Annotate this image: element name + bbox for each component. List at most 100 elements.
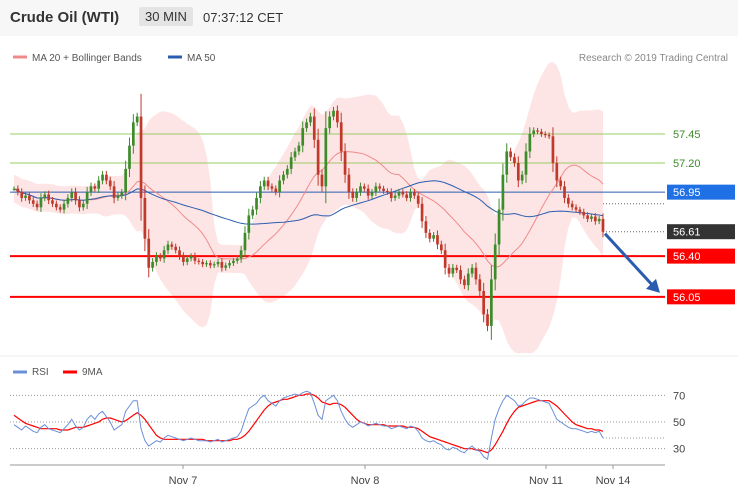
ma50-legend-label: MA 50	[187, 53, 216, 64]
candle-body	[178, 250, 181, 257]
candle-body	[255, 197, 258, 210]
candle-body	[228, 263, 231, 266]
candle-body	[516, 163, 520, 181]
candle-body	[251, 209, 255, 216]
candle-body	[551, 136, 555, 164]
rsi-legend-label: RSI	[32, 367, 49, 378]
candle-body	[466, 273, 470, 286]
candle-body	[43, 194, 47, 198]
candle-body	[97, 180, 101, 189]
instrument-title: Crude Oil (WTI)	[10, 9, 120, 26]
candle-body	[116, 195, 120, 198]
candle-body	[586, 215, 589, 219]
candle-body	[439, 244, 443, 251]
candle-body	[543, 133, 547, 136]
candle-body	[312, 116, 316, 140]
candle-body	[20, 192, 24, 198]
candle-body	[574, 207, 578, 210]
price-tag-56.95	[667, 184, 735, 200]
candle-body	[155, 256, 158, 262]
candle-body	[424, 221, 428, 233]
candle-body	[370, 192, 374, 196]
candle-body	[320, 174, 324, 187]
candle-body	[135, 116, 139, 123]
candle-body	[182, 256, 185, 262]
candle-body	[66, 197, 70, 204]
candle-body	[555, 163, 559, 181]
interval-selector[interactable]: 30 MIN	[139, 7, 193, 26]
candle-body	[401, 192, 405, 195]
candle-body	[151, 261, 154, 268]
candle-body	[432, 235, 435, 239]
candle-body	[131, 122, 135, 146]
candle-body	[174, 246, 178, 251]
candle-body	[328, 116, 332, 129]
candle-body	[501, 174, 505, 210]
candle-body	[428, 232, 432, 239]
candle-body	[108, 180, 112, 187]
candle-body	[51, 200, 54, 204]
candle-body	[582, 211, 586, 216]
candle-body	[170, 244, 174, 247]
candle-body	[197, 260, 201, 262]
candle-body	[532, 130, 536, 134]
candle-body	[455, 267, 459, 271]
candle-body	[85, 192, 89, 204]
candle-body	[220, 261, 224, 268]
candle-body	[270, 186, 274, 189]
candle-body	[143, 197, 147, 239]
candle-body	[563, 186, 566, 198]
ma20-legend-label: MA 20 + Bollinger Bands	[32, 53, 142, 64]
candle-body	[451, 267, 455, 274]
candle-body	[393, 195, 397, 198]
candle-body	[147, 238, 151, 268]
rsi-ma-line	[13, 393, 604, 454]
candle-body	[547, 135, 551, 137]
candle-body	[39, 197, 43, 208]
price-label-57.20: 57.20	[673, 158, 701, 170]
candle-body	[351, 192, 355, 198]
rsi-line	[13, 390, 604, 461]
candle-body	[324, 128, 328, 187]
candle-body	[289, 157, 293, 169]
candle-body	[597, 218, 601, 222]
candle-body	[459, 270, 462, 280]
candle-body	[301, 128, 305, 146]
candle-body	[124, 168, 127, 193]
candle-body	[105, 174, 108, 181]
copyright-notice: Research © 2019 Trading Central	[579, 53, 728, 64]
candle-body	[443, 250, 447, 268]
candle-body	[58, 207, 62, 210]
candle-body	[420, 203, 424, 222]
candle-body	[559, 180, 563, 187]
candle-body	[397, 192, 401, 196]
candle-body	[578, 209, 582, 212]
candle-body	[490, 279, 493, 326]
candle-body	[12, 188, 16, 190]
candle-body	[486, 314, 489, 326]
price-label-56.95: 56.95	[673, 187, 701, 199]
candle-body	[293, 151, 297, 158]
forecast-arrow-shaft	[603, 232, 656, 288]
candle-body	[193, 256, 197, 261]
candle-body	[347, 174, 351, 193]
candle-body	[201, 261, 204, 265]
candle-body	[374, 186, 378, 193]
candle-body	[158, 256, 162, 259]
candle-body	[54, 203, 58, 208]
price-label-57.45: 57.45	[673, 129, 701, 141]
candle-body	[282, 174, 285, 181]
candle-body	[567, 197, 570, 204]
candle-body	[362, 186, 366, 189]
forecast-arrow-head	[646, 278, 660, 293]
candle-body	[128, 145, 131, 169]
candle-body	[235, 258, 239, 261]
price-label-56.40: 56.40	[673, 251, 701, 263]
rsi-level-label-70: 70	[673, 390, 685, 402]
candle-body	[89, 186, 93, 193]
candle-body	[16, 188, 20, 193]
candle-body	[81, 203, 85, 208]
candle-body	[359, 186, 362, 193]
candle-body	[601, 218, 605, 232]
